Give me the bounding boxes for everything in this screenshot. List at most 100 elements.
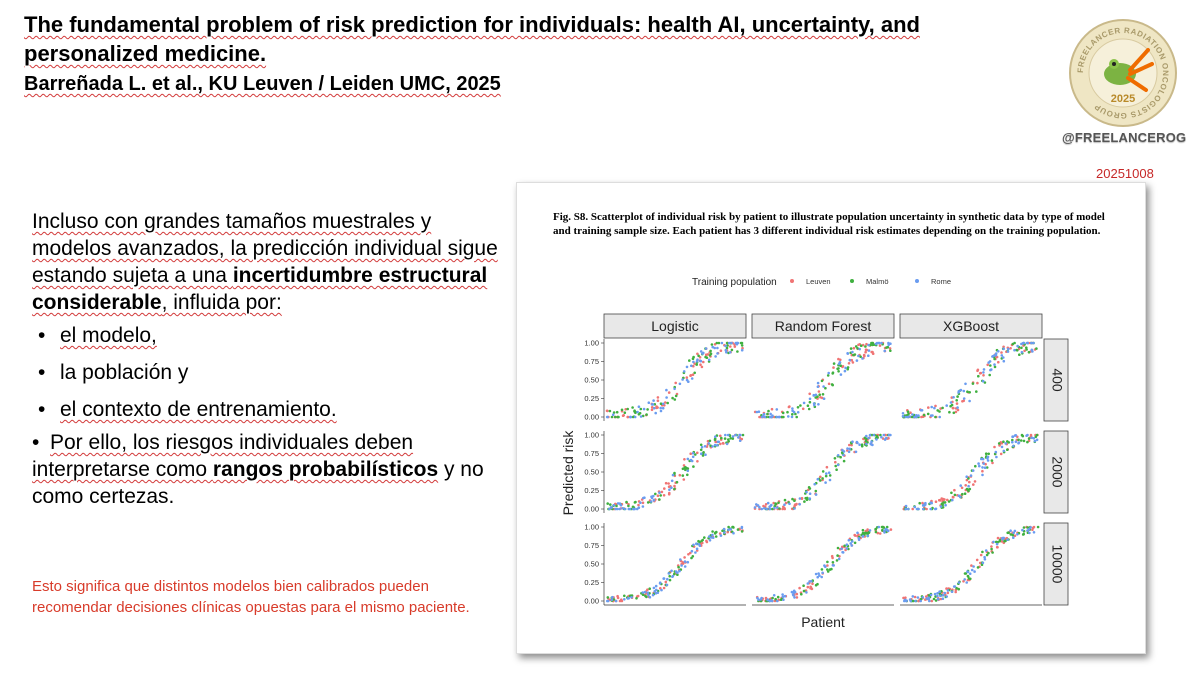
data-point xyxy=(762,504,765,508)
data-point xyxy=(634,410,637,414)
data-point xyxy=(1027,437,1031,440)
data-point xyxy=(886,345,890,349)
data-point xyxy=(1009,347,1012,350)
data-point xyxy=(700,452,703,456)
data-point xyxy=(662,586,666,590)
data-point xyxy=(910,415,914,419)
data-point xyxy=(831,372,834,375)
data-point xyxy=(624,408,627,411)
data-point xyxy=(835,559,839,562)
data-point xyxy=(967,477,970,480)
data-point xyxy=(993,363,996,366)
data-point xyxy=(689,551,692,555)
data-point xyxy=(911,507,914,511)
data-point xyxy=(850,358,854,362)
data-point xyxy=(643,590,647,594)
legend-label: Rome xyxy=(931,277,951,286)
data-point xyxy=(840,451,844,455)
data-point xyxy=(955,586,958,590)
data-point xyxy=(1026,529,1029,532)
data-point xyxy=(757,410,761,413)
data-point xyxy=(663,487,666,490)
data-point xyxy=(972,565,975,568)
data-point xyxy=(659,406,662,410)
data-point xyxy=(854,450,858,454)
data-point xyxy=(716,346,719,350)
data-point xyxy=(705,540,709,544)
data-point xyxy=(885,436,888,440)
data-point xyxy=(661,402,665,406)
data-point xyxy=(714,535,718,538)
data-point xyxy=(824,565,827,569)
data-point xyxy=(970,568,974,572)
data-point xyxy=(741,433,745,437)
data-point xyxy=(736,528,740,531)
data-point xyxy=(782,598,785,601)
data-point xyxy=(954,410,958,414)
data-point xyxy=(700,539,703,543)
data-point xyxy=(865,342,868,346)
data-point xyxy=(834,460,837,464)
data-point xyxy=(1020,346,1023,350)
data-point xyxy=(667,391,671,394)
data-point xyxy=(727,528,730,531)
data-point xyxy=(758,505,761,509)
data-point xyxy=(1002,440,1005,444)
data-point xyxy=(837,370,840,373)
data-point xyxy=(963,572,967,575)
data-point xyxy=(614,415,617,419)
data-point xyxy=(690,364,693,368)
data-point xyxy=(994,450,998,454)
data-point xyxy=(834,464,837,468)
y-tick-label: 0.25 xyxy=(584,394,599,403)
data-point xyxy=(865,434,868,438)
data-point xyxy=(868,529,872,532)
data-point xyxy=(699,443,703,447)
data-point xyxy=(681,378,684,381)
data-point xyxy=(693,371,696,375)
data-point xyxy=(787,415,790,418)
data-point xyxy=(1018,353,1021,356)
data-point xyxy=(1029,433,1033,437)
data-point xyxy=(804,496,807,500)
data-point xyxy=(1022,532,1025,536)
data-point xyxy=(975,390,978,393)
data-point xyxy=(667,572,671,575)
data-point xyxy=(1012,531,1015,535)
data-point xyxy=(674,570,678,573)
data-point xyxy=(821,571,824,575)
data-point xyxy=(783,594,787,598)
data-point xyxy=(807,486,811,489)
data-point xyxy=(867,436,870,440)
data-point xyxy=(722,442,725,445)
data-point xyxy=(960,486,964,490)
data-point xyxy=(671,473,675,477)
data-point xyxy=(729,437,732,440)
data-point xyxy=(605,415,609,419)
data-point xyxy=(773,415,776,419)
data-point xyxy=(671,396,674,400)
data-point xyxy=(992,540,995,544)
data-point xyxy=(978,464,981,468)
data-point xyxy=(839,455,842,459)
data-point xyxy=(913,595,917,599)
data-point xyxy=(615,410,619,414)
social-handle: @FREELANCEROG xyxy=(1062,130,1187,145)
y-tick-label: 1.00 xyxy=(584,523,599,532)
data-point xyxy=(938,592,942,595)
data-point xyxy=(659,494,662,497)
data-point xyxy=(683,560,687,563)
data-point xyxy=(788,405,791,408)
data-point xyxy=(847,362,851,365)
data-point xyxy=(848,447,851,451)
data-point xyxy=(702,360,705,364)
data-point xyxy=(831,561,835,564)
data-point xyxy=(993,357,996,361)
data-point xyxy=(857,354,860,358)
data-point xyxy=(957,581,961,584)
data-point xyxy=(791,593,795,596)
data-point xyxy=(803,500,806,503)
data-point xyxy=(737,436,740,439)
data-point xyxy=(928,599,931,603)
data-point xyxy=(859,344,863,347)
